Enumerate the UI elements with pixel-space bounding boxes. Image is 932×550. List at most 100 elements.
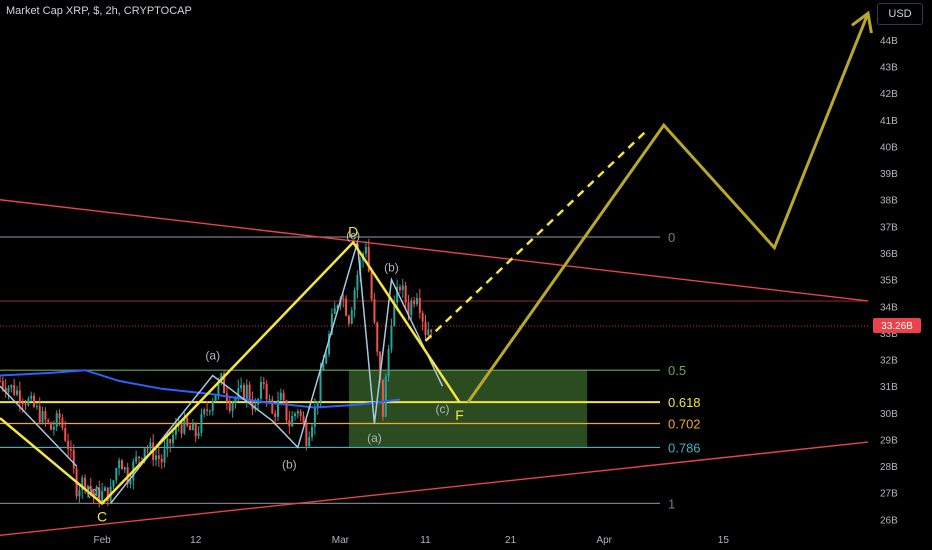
pattern-point-D: D [348, 223, 358, 239]
candle-body [84, 477, 87, 489]
candle-body [47, 419, 50, 423]
chart-labels: 0 0.5 0.618 0.702 0.786 1 C D F (c) (a) (b) (c) (b) (a… [87, 223, 701, 524]
candle-body [120, 460, 123, 470]
projection-path [466, 12, 870, 404]
candle-body [424, 321, 427, 336]
trendlines [0, 199, 869, 537]
wave-label: (c) [87, 484, 101, 498]
candle-body [259, 382, 262, 399]
candle-body [234, 397, 237, 403]
y-axis[interactable]: 26B 27B 28B 29B 30B 31B 32B 33B 34B 35B 36B 37B 38B 3… [880, 36, 898, 526]
candle-body [296, 411, 299, 414]
y-tick-label: 40B [880, 142, 898, 153]
candle-body [21, 402, 24, 404]
candle-body [38, 405, 41, 423]
candle-body [305, 424, 308, 447]
x-tick-label: 15 [718, 535, 730, 546]
candle-body [50, 422, 53, 430]
candle-body [106, 487, 109, 501]
candle-body [61, 418, 64, 428]
candle-body [140, 457, 143, 459]
candle-body [418, 297, 421, 313]
fib-label: 1 [668, 496, 675, 511]
candle-body [0, 380, 1, 382]
candle-body [415, 297, 418, 305]
candle-body [336, 305, 339, 309]
wave-label: (c) [436, 402, 450, 416]
y-tick-label: 26B [880, 515, 898, 526]
candle-body [228, 402, 231, 411]
currency-button[interactable]: USD [877, 3, 923, 25]
y-tick-label: 34B [880, 302, 898, 313]
candle-body [112, 480, 115, 487]
candle-body [353, 290, 356, 310]
candle-body [393, 302, 396, 326]
candle-body [299, 411, 302, 416]
projection-arrowhead [851, 10, 873, 34]
wave-label: (a) [367, 431, 382, 445]
candle-body [291, 416, 294, 427]
candle-body [69, 449, 72, 451]
candle-body [225, 393, 228, 403]
candle-body [118, 460, 121, 469]
dashed-projection [424, 129, 648, 342]
candle-body [237, 388, 240, 398]
candle-body [41, 410, 44, 423]
candle-body [92, 490, 95, 496]
price-badge [873, 318, 921, 333]
candle-body [345, 298, 348, 316]
y-tick-label: 30B [880, 409, 898, 420]
candle-body [123, 467, 126, 470]
candle-body [316, 401, 319, 407]
y-tick-label: 35B [880, 276, 898, 287]
candle-body [220, 373, 223, 382]
candle-body [197, 432, 200, 437]
candle-body [186, 417, 189, 426]
candle-body [10, 385, 13, 388]
fib-label: 0 [668, 230, 675, 245]
y-tick-label: 33B [880, 329, 898, 340]
candle-body [163, 449, 166, 463]
candle-body [364, 246, 367, 254]
candle-body [64, 427, 67, 441]
wave-label: (a) [205, 349, 220, 363]
target-zone-layer [348, 370, 588, 448]
candle-body [387, 348, 390, 377]
candle-body [279, 392, 282, 401]
x-tick-label: 12 [190, 535, 202, 546]
candle-body [404, 285, 407, 303]
candle-body [18, 390, 21, 403]
candle-body [98, 487, 101, 501]
lower-trendline [0, 441, 869, 537]
projection [424, 10, 873, 404]
candle-body [262, 382, 265, 384]
candle-body [427, 329, 430, 336]
candle-body [322, 363, 325, 371]
pattern-point-C: C [97, 508, 107, 524]
candle-body [381, 379, 384, 417]
level-lines [0, 236, 868, 504]
x-axis[interactable]: Feb 12 Mar 11 21 Apr 15 [94, 535, 730, 546]
candle-body [172, 434, 175, 444]
candle-body [330, 313, 333, 335]
candle-body [78, 490, 81, 497]
candle-body [217, 381, 220, 395]
candle-body [101, 491, 104, 501]
candle-body [169, 439, 172, 444]
fib-label: 0.702 [668, 416, 701, 431]
candle-body [24, 403, 27, 406]
candle-body [308, 437, 311, 447]
candle-body [30, 395, 33, 399]
candle-body [347, 315, 350, 324]
candle-body [180, 424, 183, 434]
candle-body [155, 455, 158, 460]
fib-label: 0.618 [668, 395, 701, 410]
candle-body [248, 384, 251, 401]
y-tick-label: 38B [880, 196, 898, 207]
candle-body [242, 384, 245, 399]
candle-body [214, 394, 217, 402]
candle-body [27, 398, 30, 406]
candle-body [166, 439, 169, 450]
candle-body [384, 376, 387, 417]
